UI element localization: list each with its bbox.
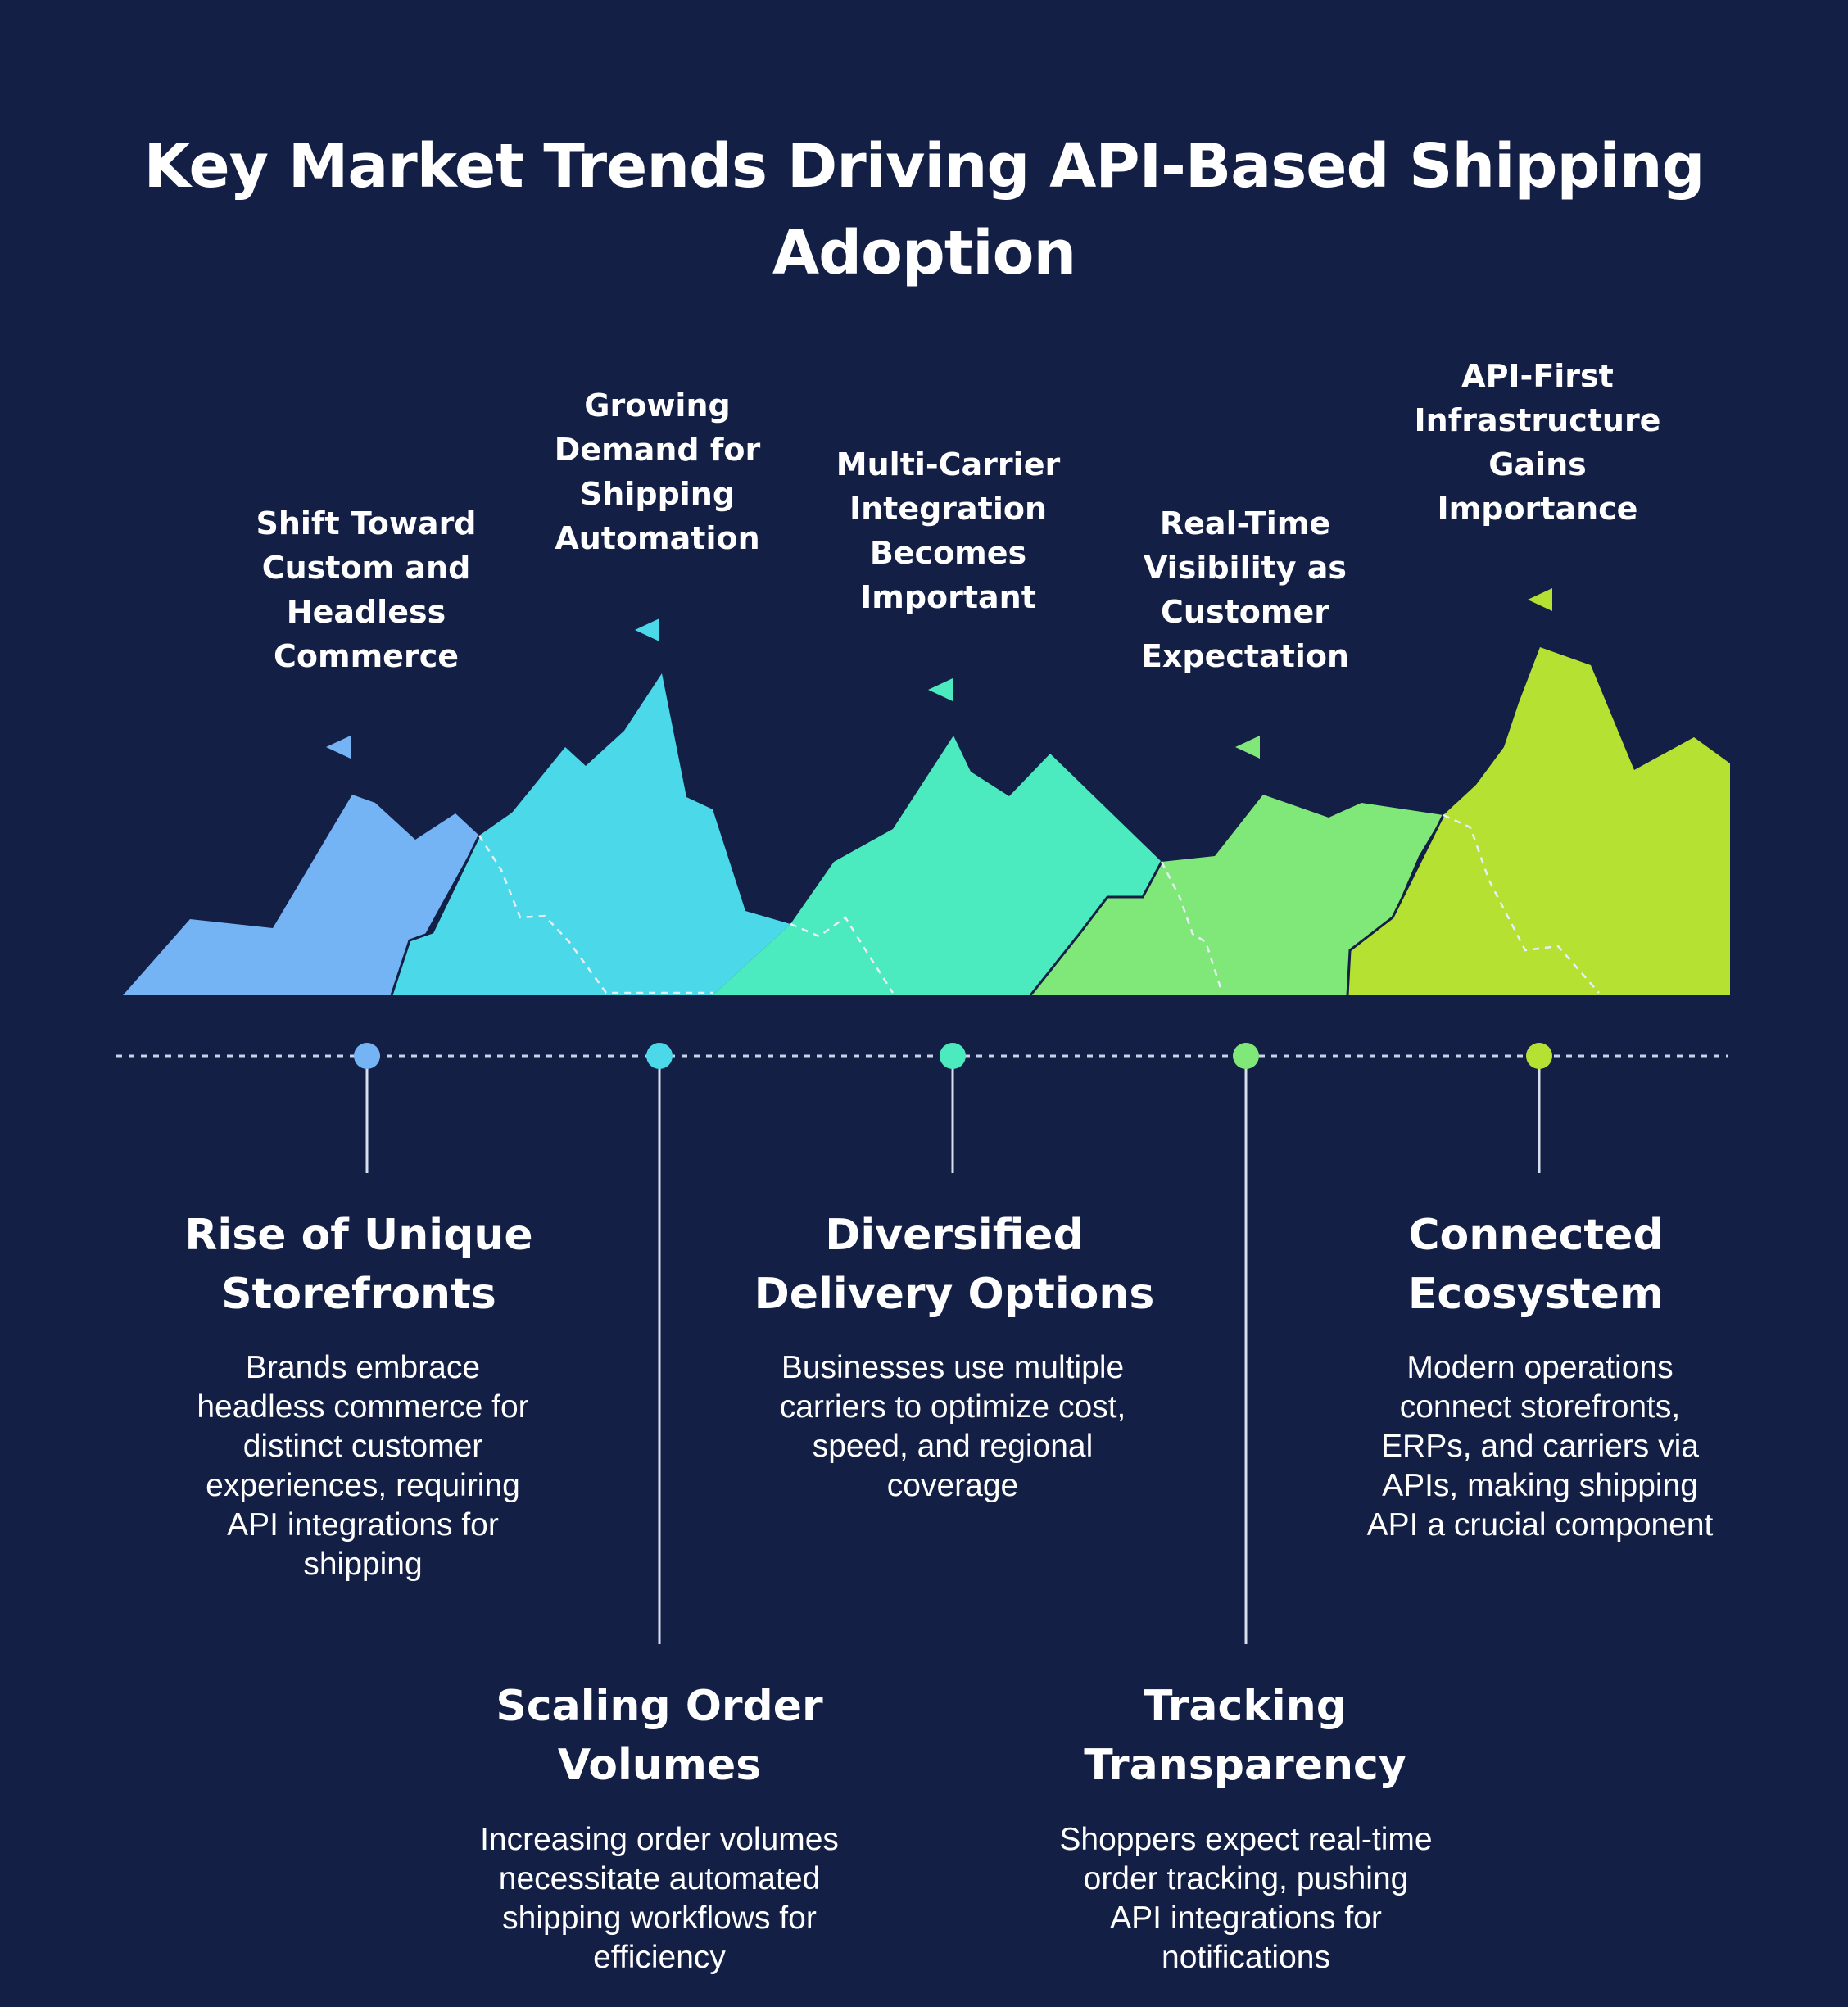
trend-title-1: Rise of Unique Storefronts: [184, 1211, 533, 1319]
trend-title-4: Tracking Transparency: [1084, 1682, 1406, 1790]
peak-label-1: Shift Toward Custom and Headless Commerc…: [256, 505, 477, 674]
mountain-3: [713, 736, 1162, 995]
flag-icon: [1235, 736, 1260, 759]
flag-icon: [635, 618, 659, 641]
page-title: Key Market Trends Driving API-Based Ship…: [143, 131, 1705, 288]
flag-icon: [326, 736, 351, 759]
flag-icon: [1528, 588, 1552, 611]
timeline-marker: [646, 1043, 673, 1069]
trend-description-3: Businesses use multiple carriers to opti…: [779, 1350, 1126, 1503]
peak-label-3: Multi-Carrier Integration Becomes Import…: [836, 446, 1061, 615]
mountain-5: [1348, 647, 1730, 995]
timeline-marker: [940, 1043, 966, 1069]
trend-description-4: Shoppers expect real-time order tracking…: [1059, 1822, 1433, 1975]
trend-description-5: Modern operations connect storefronts, E…: [1366, 1350, 1714, 1543]
peak-label-4: Real-Time Visibility as Customer Expecta…: [1140, 505, 1350, 674]
flag-icons: [326, 588, 1552, 759]
peak-label-5: API-First Infrastructure Gains Importanc…: [1414, 358, 1661, 527]
trend-title-3: Diversified Delivery Options: [754, 1211, 1155, 1319]
flag-icon: [928, 678, 953, 701]
mountain-1: [123, 795, 479, 995]
trend-title-2: Scaling Order Volumes: [496, 1682, 823, 1790]
trend-description-1: Brands embrace headless commerce for dis…: [197, 1350, 529, 1582]
trend-description-2: Increasing order volumes necessitate aut…: [480, 1822, 839, 1975]
timeline-marker: [1526, 1043, 1552, 1069]
timeline-marker: [354, 1043, 380, 1069]
mountain-4: [1030, 795, 1443, 995]
mountain-2: [392, 673, 790, 995]
peak-label-2: Growing Demand for Shipping Automation: [554, 387, 761, 556]
timeline-marker: [1233, 1043, 1259, 1069]
trend-title-5: Connected Ecosystem: [1407, 1211, 1665, 1319]
